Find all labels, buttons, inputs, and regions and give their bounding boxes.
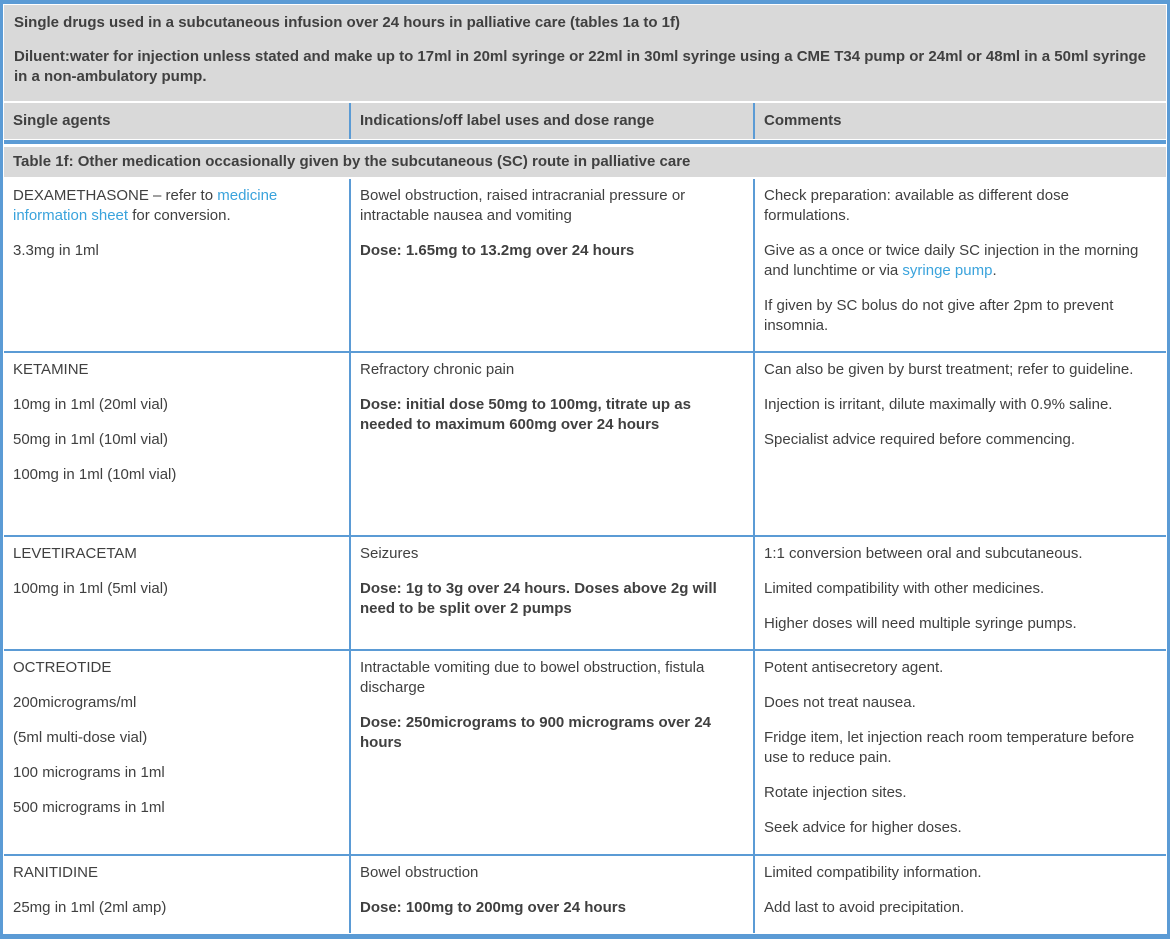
cell-paragraph: 100mg in 1ml (5ml vial) [13, 580, 169, 597]
cell-paragraph: Limited compatibility with other medicin… [764, 580, 1045, 597]
cell-paragraph: KETAMINE [13, 361, 89, 378]
cell-paragraph: Limited compatibility information. [764, 864, 982, 881]
cell-paragraph: 200micrograms/ml [13, 694, 137, 711]
cell-paragraph: Give as a once or twice daily SC injecti… [764, 242, 1139, 279]
cell-paragraph: If given by SC bolus do not give after 2… [764, 297, 1114, 334]
drug-table-body: DEXAMETHASONE – refer to medicine inform… [4, 179, 1166, 933]
cell-paragraph: OCTREOTIDE [13, 659, 112, 676]
cell-paragraph: 100 micrograms in 1ml [13, 764, 165, 781]
cell-paragraph: Can also be given by burst treatment; re… [764, 361, 1134, 378]
intro-title: Single drugs used in a subcutaneous infu… [14, 14, 680, 31]
cell-paragraph: 50mg in 1ml (10ml vial) [13, 431, 169, 448]
cell-paragraph: Seizures [360, 545, 419, 562]
column-header-indications: Indications/off label uses and dose rang… [349, 103, 753, 139]
agent-cell: DEXAMETHASONE – refer to medicine inform… [4, 179, 349, 351]
table-row: OCTREOTIDE 200micrograms/ml (5ml multi-dos… [4, 649, 1166, 854]
table-row: RANITIDINE 25mg in 1ml (2ml amp) Bowel obs… [4, 854, 1166, 933]
agent-cell: LEVETIRACETAM 100mg in 1ml (5ml vial) [4, 537, 349, 649]
agent-cell: RANITIDINE 25mg in 1ml (2ml amp) [4, 856, 349, 933]
section-divider [4, 140, 1166, 144]
indications-cell: Refractory chronic pain Dose: initial dos… [349, 353, 753, 535]
dose-text: Dose: 1.65mg to 13.2mg over 24 hours [360, 242, 635, 259]
cell-paragraph: 3.3mg in 1ml [13, 242, 99, 259]
cell-paragraph: Does not treat nausea. [764, 694, 916, 711]
column-header-comments: Comments [753, 103, 1166, 139]
column-header-row: Single agents Indications/off label uses… [4, 103, 1166, 139]
indications-cell: Seizures Dose: 1g to 3g over 24 hours. Do… [349, 537, 753, 649]
table-row: LEVETIRACETAM 100mg in 1ml (5ml vial) Seiz… [4, 535, 1166, 649]
dose-text: Dose: 1g to 3g over 24 hours. Doses abov… [360, 580, 717, 617]
table-row: DEXAMETHASONE – refer to medicine inform… [4, 179, 1166, 351]
cell-paragraph: Seek advice for higher doses. [764, 819, 962, 836]
cell-paragraph: LEVETIRACETAM [13, 545, 137, 562]
cell-paragraph: Bowel obstruction [360, 864, 479, 881]
section-title: Table 1f: Other medication occasionally … [4, 147, 1166, 177]
cell-paragraph: Refractory chronic pain [360, 361, 515, 378]
intro-block: Single drugs used in a subcutaneous infu… [4, 5, 1166, 101]
cell-paragraph: Bowel obstruction, raised intracranial p… [360, 187, 686, 224]
cell-paragraph: Injection is irritant, dilute maximally … [764, 396, 1113, 413]
indications-cell: Bowel obstruction Dose: 100mg to 200mg ov… [349, 856, 753, 933]
agent-cell: OCTREOTIDE 200micrograms/ml (5ml multi-dos… [4, 651, 349, 854]
cell-paragraph: 25mg in 1ml (2ml amp) [13, 899, 167, 916]
cell-paragraph: RANITIDINE [13, 864, 99, 881]
comments-cell: Limited compatibility information. Add la… [753, 856, 1166, 933]
table-row: KETAMINE 10mg in 1ml (20ml vial) 50mg in 1… [4, 351, 1166, 535]
comments-cell: Check preparation: available as differen… [753, 179, 1166, 351]
column-header-single-agents: Single agents [4, 103, 349, 139]
cell-paragraph: DEXAMETHASONE – refer to medicine inform… [13, 187, 278, 224]
cell-paragraph: Higher doses will need multiple syringe … [764, 615, 1077, 632]
dose-text: Dose: 100mg to 200mg over 24 hours [360, 899, 626, 916]
comments-cell: 1:1 conversion between oral and subcutan… [753, 537, 1166, 649]
cell-paragraph: Check preparation: available as differen… [764, 187, 1069, 224]
cell-paragraph: 500 micrograms in 1ml [13, 799, 165, 816]
cell-paragraph: Specialist advice required before commen… [764, 431, 1075, 448]
intro-diluent-note: Diluent:water for injection unless state… [14, 48, 1146, 85]
cell-paragraph: 100mg in 1ml (10ml vial) [13, 466, 177, 483]
cell-paragraph: Add last to avoid precipitation. [764, 899, 965, 916]
dose-text: Dose: initial dose 50mg to 100mg, titrat… [360, 396, 691, 433]
comments-cell: Can also be given by burst treatment; re… [753, 353, 1166, 535]
cell-paragraph: (5ml multi-dose vial) [13, 729, 148, 746]
dose-text: Dose: 250micrograms to 900 micrograms ov… [360, 714, 711, 751]
syringe-pump-link[interactable]: syringe pump [902, 262, 993, 279]
cell-paragraph: Intractable vomiting due to bowel obstru… [360, 659, 705, 696]
medicine-information-sheet-link[interactable]: medicine information sheet [13, 187, 278, 224]
cell-paragraph: Potent antisecretory agent. [764, 659, 944, 676]
agent-cell: KETAMINE 10mg in 1ml (20ml vial) 50mg in 1… [4, 353, 349, 535]
indications-cell: Bowel obstruction, raised intracranial p… [349, 179, 753, 351]
cell-paragraph: Rotate injection sites. [764, 784, 907, 801]
cell-paragraph: Fridge item, let injection reach room te… [764, 729, 1135, 766]
comments-cell: Potent antisecretory agent. Does not trea… [753, 651, 1166, 854]
indications-cell: Intractable vomiting due to bowel obstru… [349, 651, 753, 854]
cell-paragraph: 10mg in 1ml (20ml vial) [13, 396, 169, 413]
cell-paragraph: 1:1 conversion between oral and subcutan… [764, 545, 1083, 562]
